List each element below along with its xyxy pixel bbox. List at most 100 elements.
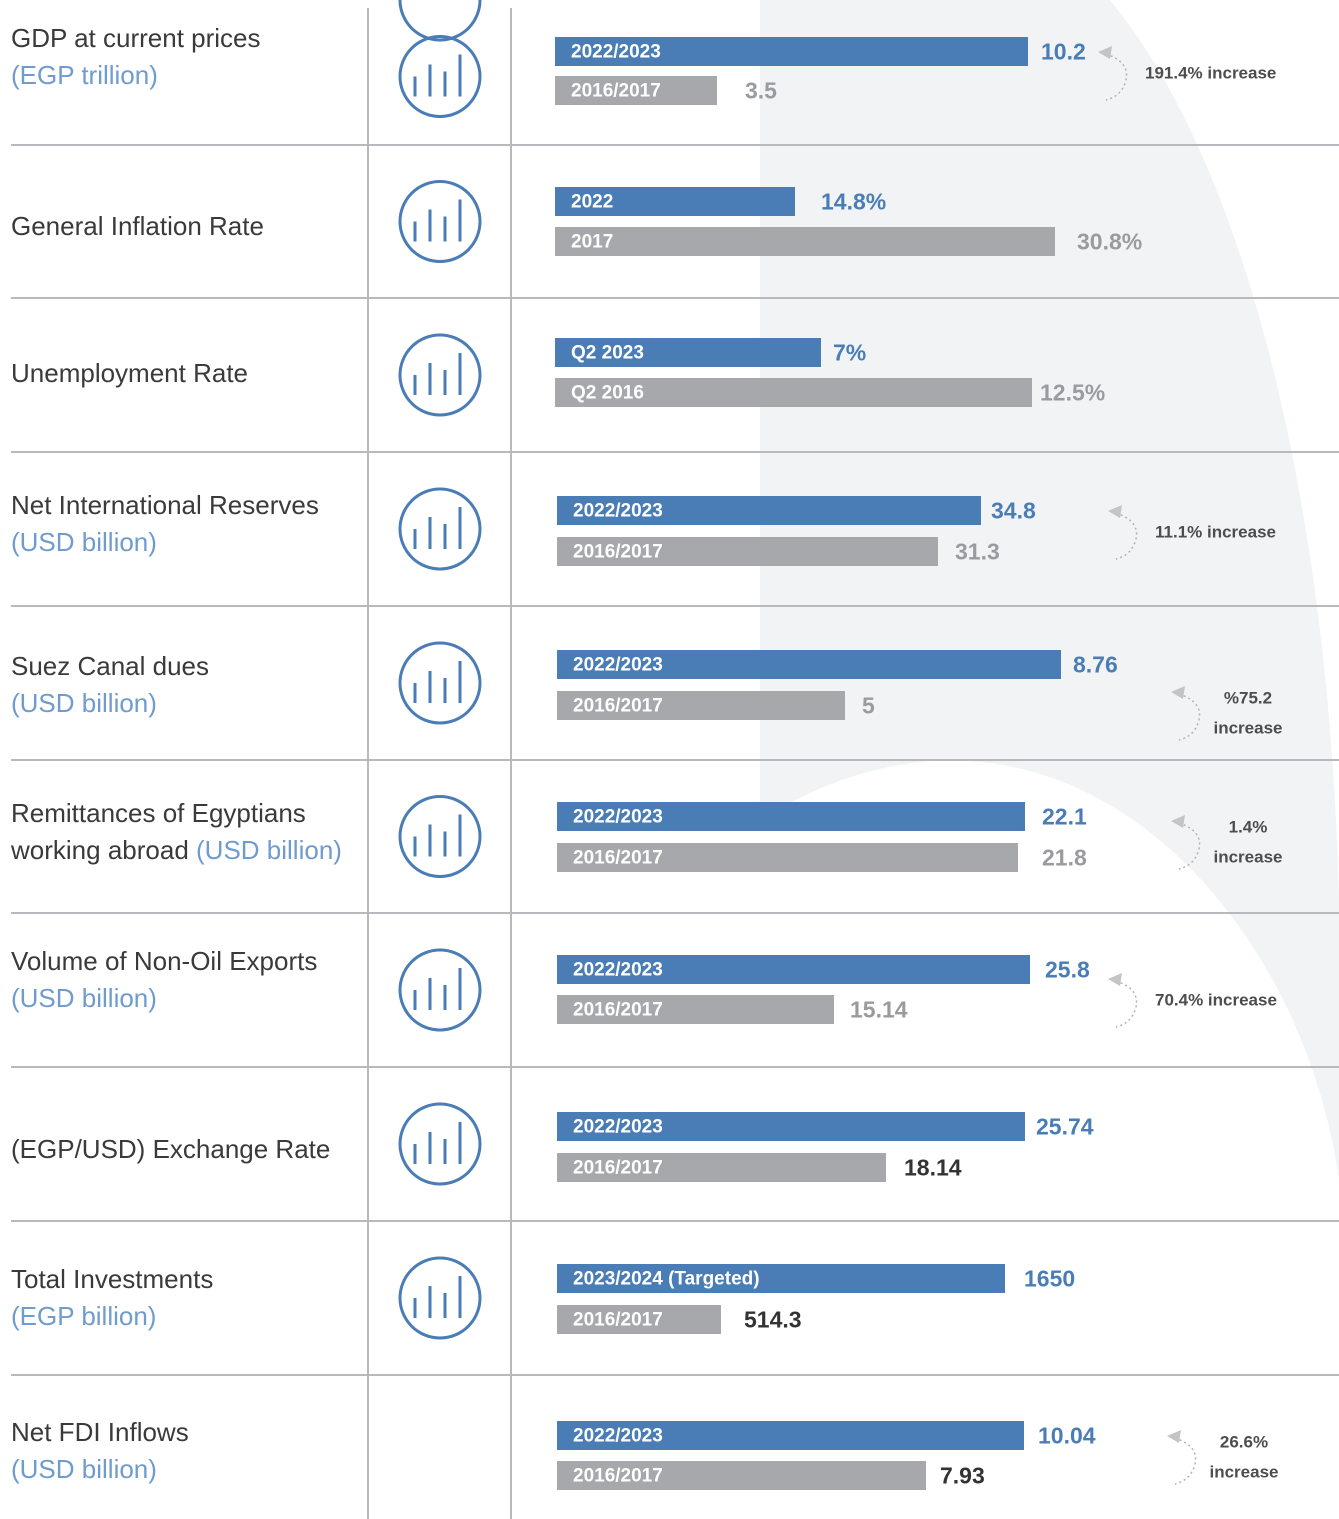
icon: [398, 333, 482, 417]
note-arrow: [1178, 822, 1201, 870]
note-arrow: [1115, 512, 1138, 560]
unit: (USD billion): [196, 835, 342, 865]
bar-label: 2016/2017: [573, 542, 663, 563]
value-previous: 21.8: [1042, 845, 1087, 871]
bar-label: Q2 2016: [571, 383, 644, 404]
bar-label: 2016/2017: [571, 81, 661, 102]
note: 70.4% increase: [1155, 990, 1277, 1009]
row-title: GDP at current prices (EGP trillion): [11, 20, 356, 94]
note: increase: [1210, 1462, 1279, 1481]
icon-shape: [413, 1122, 462, 1164]
icon: [398, 1102, 482, 1186]
title-text: Total Investments: [11, 1264, 214, 1294]
icon-shape: [413, 54, 462, 97]
title-text: GDP at current prices: [11, 23, 261, 53]
icon-shape: [398, 180, 482, 263]
value-current: 1650: [1024, 1266, 1075, 1292]
value-current: 34.8: [991, 498, 1036, 524]
value-previous: 3.5: [745, 78, 777, 104]
value-previous: 5: [862, 693, 875, 719]
bar-label: 2016/2017: [573, 1158, 663, 1179]
icon: [398, 948, 482, 1032]
note-arrow: [1174, 1437, 1197, 1485]
note: 26.6%: [1220, 1432, 1268, 1451]
bar-previous: [555, 227, 1055, 256]
bar-label: 2022/2023: [573, 1426, 663, 1447]
value-previous: 12.5%: [1040, 380, 1105, 406]
title-text: Net International Reserves: [11, 490, 319, 520]
value-previous: 7.93: [940, 1463, 985, 1489]
unit: (EGP trillion): [11, 60, 158, 90]
value-current: 10.2: [1041, 39, 1086, 65]
row-title: Net International Reserves (USD billion): [11, 487, 356, 561]
bar-label: 2016/2017: [573, 848, 663, 869]
note: 191.4% increase: [1145, 63, 1276, 82]
icon-shape: [413, 353, 462, 395]
icon: [398, 35, 482, 118]
icon-shape: [398, 487, 482, 571]
icon-shape: [398, 948, 482, 1032]
icon-shape: [413, 814, 462, 857]
icon: [398, 1256, 482, 1340]
bar-current: [555, 37, 1028, 66]
title-text: (EGP/USD) Exchange Rate: [11, 1134, 331, 1164]
note: increase: [1214, 847, 1283, 866]
bar-current: [557, 650, 1061, 679]
value-previous: 514.3: [744, 1307, 802, 1333]
note-arrowhead: [1098, 46, 1112, 59]
value-current: 10.04: [1038, 1423, 1096, 1449]
value-current: 7%: [833, 340, 866, 366]
note-arrowhead: [1108, 505, 1122, 518]
note-arrow: [1178, 693, 1201, 741]
icon: [400, 0, 482, 42]
title-text: Unemployment Rate: [11, 358, 248, 388]
icon: [398, 180, 482, 263]
row-title: Unemployment Rate: [11, 355, 356, 392]
bar-label: 2016/2017: [573, 1466, 663, 1487]
value-previous: 15.14: [850, 997, 908, 1023]
unit: (USD billion): [11, 688, 157, 718]
unit: (USD billion): [11, 1454, 157, 1484]
value-previous: 30.8%: [1077, 229, 1142, 255]
icon-shape: [398, 641, 482, 725]
title-text: Remittances of Egyptians working abroad: [11, 798, 306, 865]
icon-shape: [398, 333, 482, 417]
bar-current: [557, 802, 1025, 831]
value-previous: 18.14: [904, 1155, 962, 1181]
icon: [398, 795, 482, 878]
bar-label: 2022/2023: [573, 655, 663, 676]
bar-label: 2022/2023: [571, 42, 661, 63]
title-text: General Inflation Rate: [11, 211, 264, 241]
icon-shape: [413, 968, 462, 1010]
bar-label: 2022/2023: [573, 960, 663, 981]
icon-shape: [398, 1256, 482, 1340]
bar-previous: [557, 843, 1018, 872]
note-arrowhead: [1171, 686, 1185, 699]
note: increase: [1214, 718, 1283, 737]
bar-current: [557, 1421, 1024, 1450]
bar-previous: [557, 691, 845, 720]
unit: (EGP billion): [11, 1301, 157, 1331]
title-text: Suez Canal dues: [11, 651, 210, 681]
note: 1.4%: [1229, 817, 1268, 836]
icon-shape: [413, 199, 462, 242]
icon-shape: [398, 795, 482, 878]
bar-label: 2016/2017: [573, 696, 663, 717]
bar-previous: [555, 76, 717, 105]
row-title: General Inflation Rate: [11, 208, 356, 245]
icon-shape: [413, 1276, 462, 1318]
unit: (USD billion): [11, 527, 157, 557]
icon-shape: [398, 35, 482, 118]
icon: [398, 487, 482, 571]
note-arrowhead: [1167, 1430, 1181, 1443]
note: %75.2: [1224, 688, 1272, 707]
icon: [398, 641, 482, 725]
bar-label: 2017: [571, 232, 613, 253]
title-text: Volume of Non-Oil Exports: [11, 946, 318, 976]
note: 11.1% increase: [1155, 522, 1276, 541]
bar-label: 2022/2023: [573, 807, 663, 828]
icon-shape: [413, 507, 462, 549]
title-text: Net FDI Inflows: [11, 1417, 189, 1447]
bar-previous: [557, 1153, 886, 1182]
